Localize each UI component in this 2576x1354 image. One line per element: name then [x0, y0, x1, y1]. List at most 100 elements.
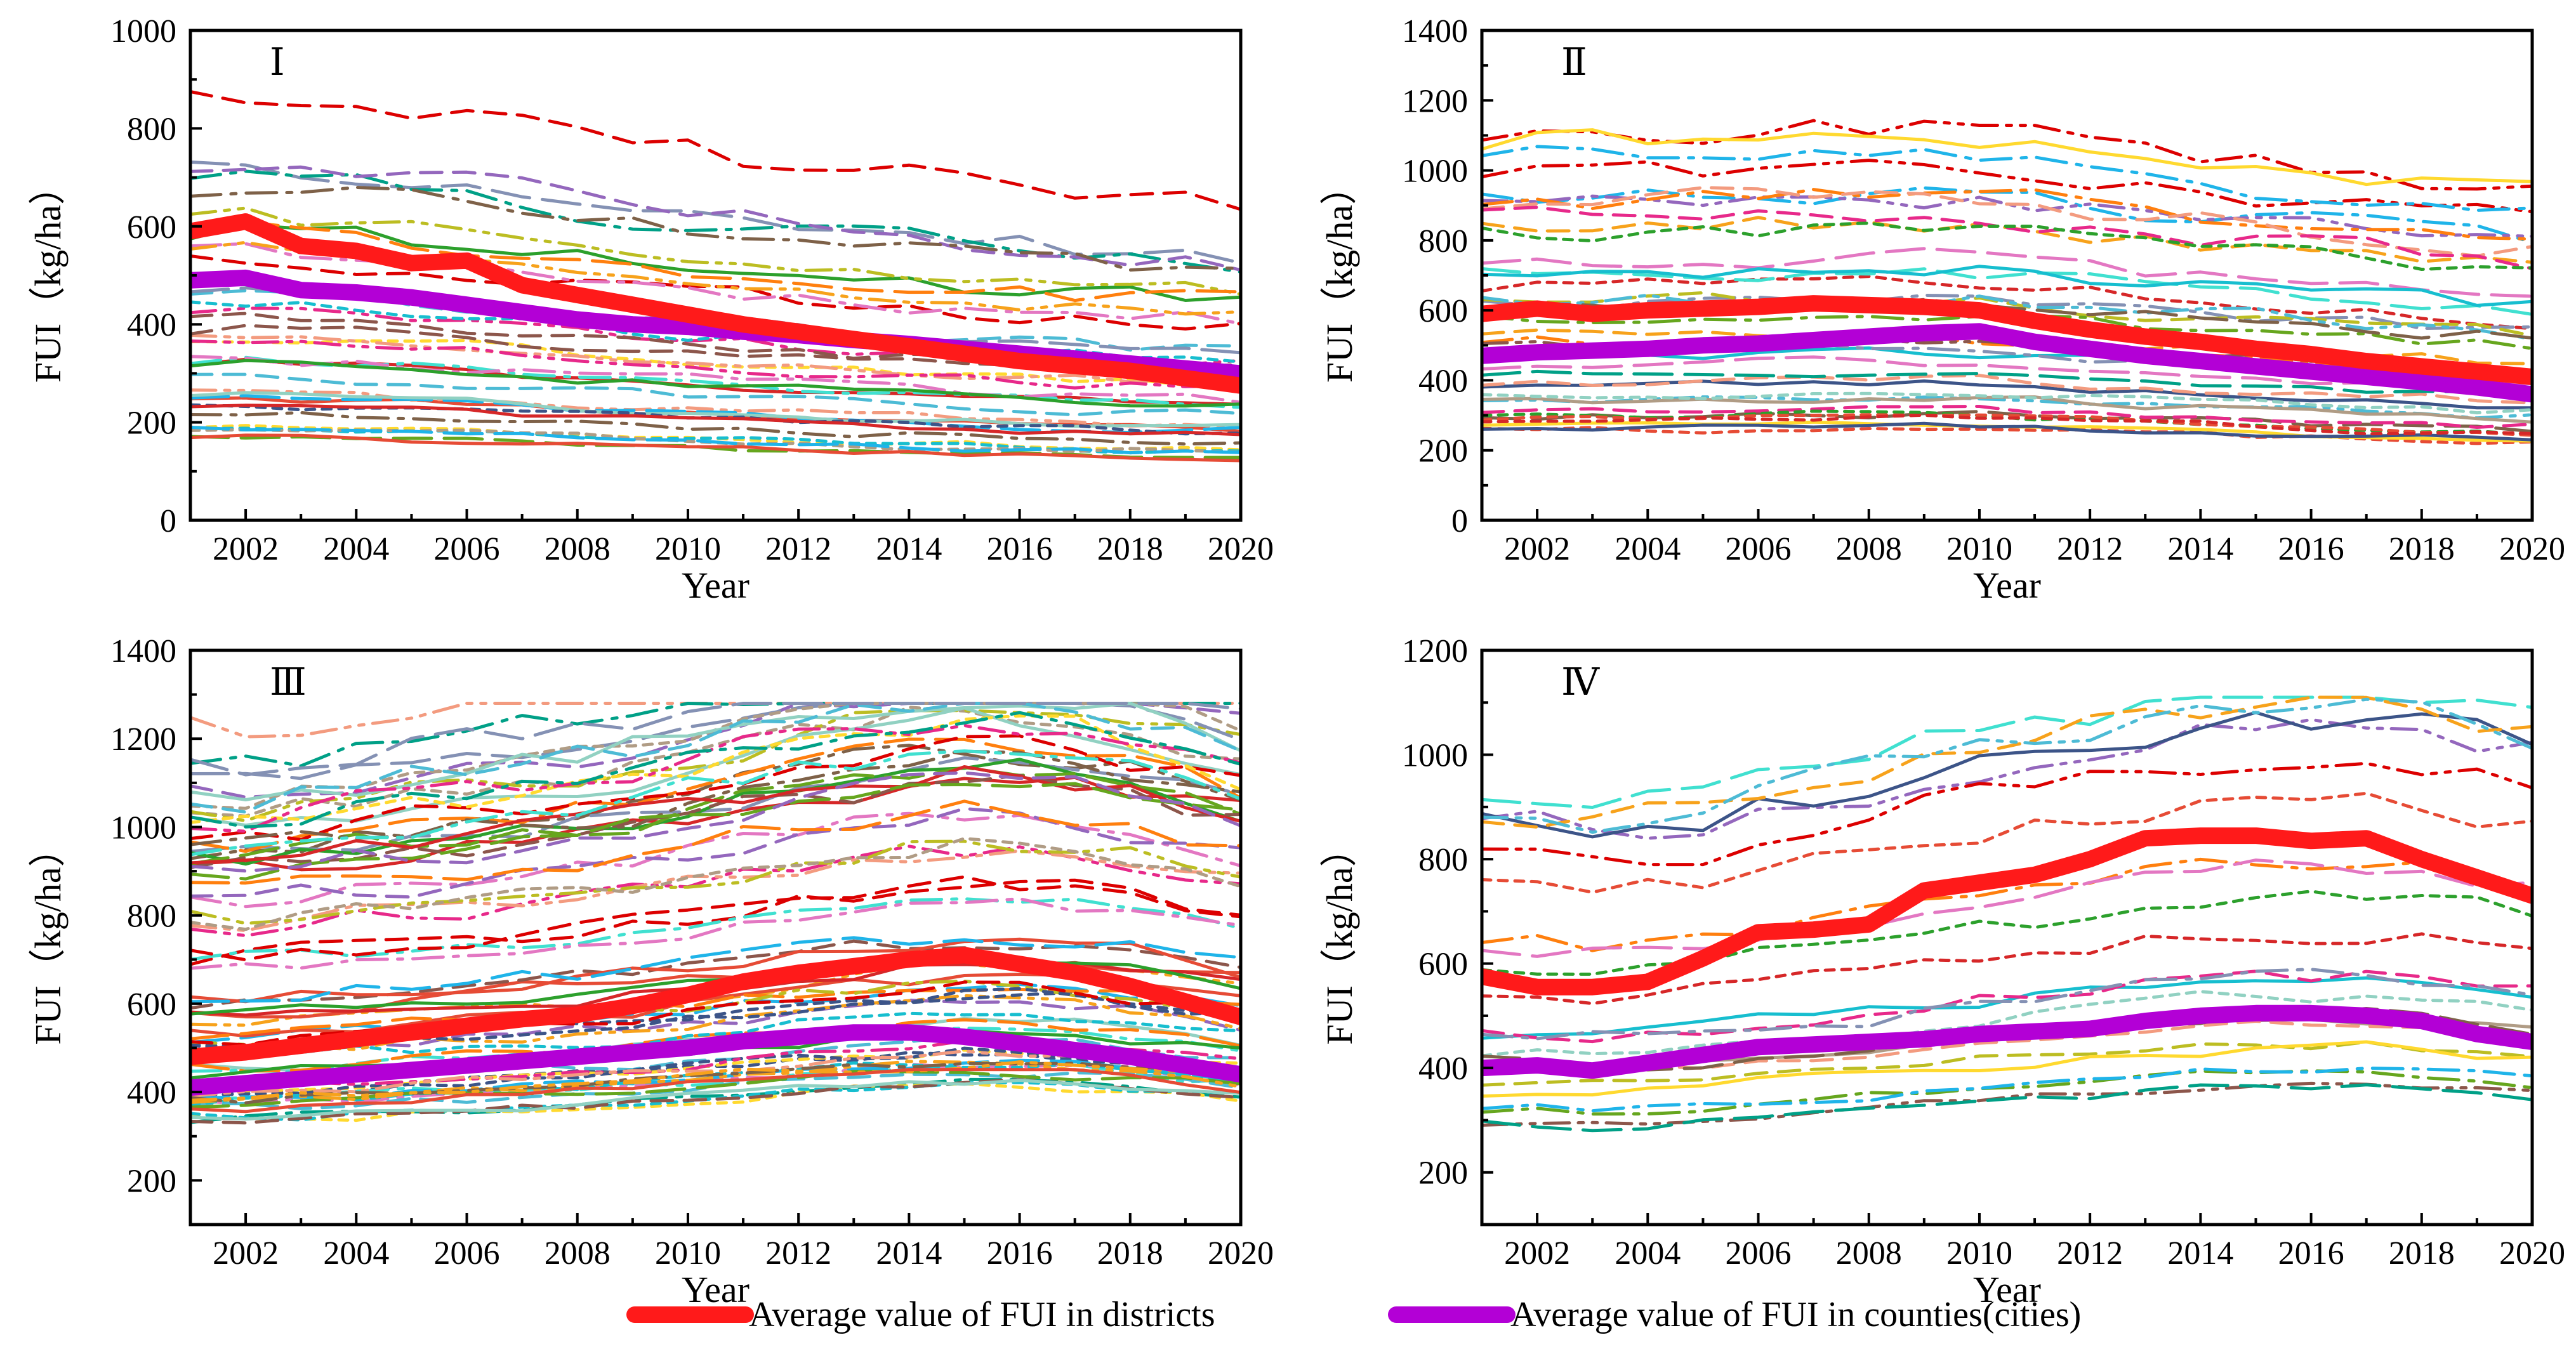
y-tick-label: 0	[1451, 503, 1468, 539]
x-tick-label: 2012	[2057, 531, 2123, 567]
district-average-line	[1482, 827, 2532, 996]
region-series-line	[190, 223, 1241, 302]
x-tick-label: 2004	[323, 531, 389, 567]
x-tick-label: 2008	[1836, 1235, 1902, 1272]
region-series-line	[1482, 369, 2532, 398]
x-tick-label: 2008	[1836, 531, 1902, 567]
region-series-line	[1482, 421, 2532, 442]
region-series-line	[190, 734, 1241, 841]
region-series-line	[1482, 221, 2532, 271]
x-tick-label: 2008	[545, 1235, 611, 1272]
region-series-line	[1482, 858, 2532, 958]
region-series-line	[190, 1011, 1241, 1062]
region-series-line	[190, 702, 1241, 799]
x-tick-label: 2020	[2499, 531, 2565, 567]
x-tick-label: 2020	[2499, 1235, 2565, 1272]
region-series-line	[190, 849, 1241, 933]
x-tick-label: 2006	[434, 1235, 500, 1272]
region-series-line	[190, 1068, 1241, 1114]
region-series-line	[1482, 188, 2532, 241]
region-series-line	[190, 165, 1241, 272]
x-tick-label: 2010	[655, 1235, 721, 1272]
region-series-line	[190, 433, 1241, 463]
region-series-line	[190, 702, 1241, 801]
region-series-line	[190, 702, 1241, 814]
region-series-line	[1482, 275, 2532, 331]
region-series-line	[1482, 718, 2532, 840]
region-series-line	[190, 799, 1241, 885]
panel-IV: 200 400 600 800 1000 1200 2002 2004 2006 2008 2010…	[1319, 633, 2565, 1310]
region-series-group	[1482, 119, 2532, 445]
x-tick-label: 2014	[2167, 531, 2233, 567]
x-tick-label: 2002	[213, 531, 279, 567]
region-series-line	[190, 714, 1241, 824]
x-tick-label: 2010	[1946, 531, 2012, 567]
region-series-line	[190, 185, 1241, 272]
x-tick-label: 2016	[987, 1235, 1053, 1272]
y-tick-label: 400	[1418, 1051, 1468, 1087]
region-series-line	[190, 837, 1241, 931]
panel-I: 0 200 400 600 800 1000 2002 2004 2006 2008 2010 201…	[27, 13, 1274, 606]
y-tick-label: 0	[160, 503, 176, 539]
region-series-line	[190, 358, 1241, 408]
y-tick-label: 800	[127, 898, 176, 935]
x-tick-label: 2004	[1615, 531, 1681, 567]
region-series-line	[190, 878, 1241, 966]
region-series-line	[1482, 267, 2532, 316]
y-axis-title: FUI（kg/ha）	[27, 830, 69, 1044]
region-series-line	[1482, 395, 2532, 424]
region-series-line	[190, 404, 1241, 437]
region-series-line	[1482, 405, 2532, 429]
y-axis-title: FUI（kg/ha）	[27, 168, 69, 383]
region-series-line	[1482, 194, 2532, 238]
region-series-line	[1482, 1069, 2532, 1116]
region-series-line	[190, 936, 1241, 1004]
region-series-line	[190, 897, 1241, 970]
county-average-line	[1482, 323, 2532, 403]
y-tick-label: 600	[127, 987, 176, 1023]
region-series-line	[190, 339, 1241, 390]
x-tick-label: 2016	[2278, 531, 2344, 567]
x-tick-label: 2020	[1208, 1235, 1274, 1272]
x-tick-label: 2002	[213, 1235, 279, 1272]
x-tick-label: 2010	[1946, 1235, 2012, 1272]
region-series-line	[190, 702, 1241, 768]
region-series-line	[190, 333, 1241, 384]
panel-label: Ⅳ	[1561, 661, 1600, 703]
y-tick-label: 400	[127, 307, 176, 343]
region-series-line	[1482, 186, 2532, 258]
region-series-line	[190, 875, 1241, 962]
x-tick-label: 2002	[1504, 531, 1570, 567]
region-series-group	[190, 90, 1241, 463]
region-series-line	[190, 994, 1241, 1055]
y-tick-label: 1000	[1402, 154, 1468, 190]
district-average-line	[190, 947, 1241, 1065]
x-tick-label: 2016	[2278, 1235, 2344, 1272]
panel-II: 0 200 400 600 800 1000 1200 1400 2002 2004 2006 200…	[1319, 13, 2565, 606]
x-tick-label: 2006	[1726, 1235, 1792, 1272]
county-average-line	[1482, 1004, 2532, 1079]
region-series-line	[190, 839, 1241, 925]
region-series-line	[190, 749, 1241, 857]
region-series-line	[190, 782, 1241, 881]
region-series-line	[1482, 711, 2532, 839]
legend-county-label: Average value of FUI in counties(cities)	[1510, 1295, 2081, 1334]
y-tick-label: 800	[1418, 842, 1468, 878]
region-series-line	[190, 206, 1241, 296]
region-series-line	[1482, 395, 2532, 420]
x-tick-label: 2020	[1208, 531, 1274, 567]
panel-label: Ⅰ	[270, 41, 285, 83]
y-tick-label: 1200	[1402, 633, 1468, 669]
x-tick-label: 2018	[1097, 1235, 1163, 1272]
region-series-line	[190, 372, 1241, 417]
legend-district-label: Average value of FUI in districts	[749, 1295, 1215, 1334]
x-tick-label: 2014	[876, 531, 942, 567]
region-series-line	[190, 812, 1241, 909]
y-tick-label: 400	[127, 1075, 176, 1111]
y-tick-label: 200	[1418, 1155, 1468, 1192]
x-tick-label: 2006	[434, 531, 500, 567]
region-series-line	[1482, 1040, 2532, 1098]
region-series-line	[1482, 145, 2532, 212]
region-series-line	[1482, 186, 2532, 244]
region-series-line	[1482, 293, 2532, 341]
